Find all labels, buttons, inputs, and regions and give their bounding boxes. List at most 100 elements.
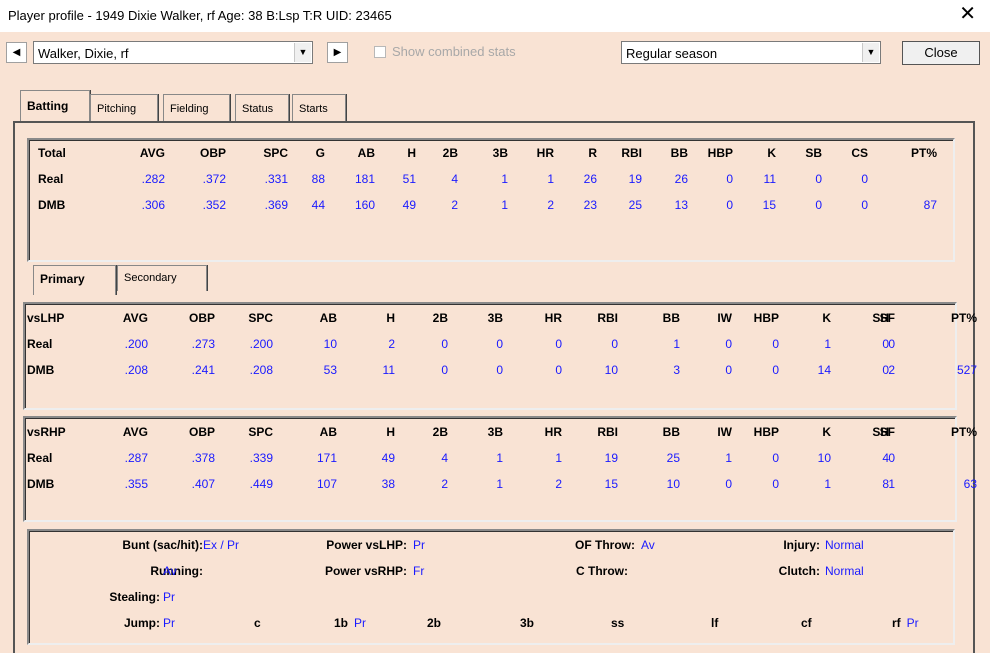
vslhp-stats-panel	[23, 302, 957, 410]
column-header: K	[822, 425, 831, 439]
stat-cell: .282	[141, 172, 165, 186]
column-header: SF	[879, 311, 895, 325]
stat-cell: 0	[441, 363, 448, 377]
column-header: HBP	[707, 146, 733, 160]
column-header: PT%	[950, 425, 977, 439]
column-header: 2B	[432, 311, 448, 325]
rating-power-rhp: Power vsRHP:	[325, 564, 407, 578]
stat-cell: 0	[882, 337, 889, 351]
arrow-left-icon: ◀	[12, 47, 21, 58]
rating-jump-value: Pr	[163, 616, 175, 630]
stat-cell: 2	[888, 363, 895, 377]
stat-cell: 1	[725, 451, 732, 465]
player-select-value: Walker, Dixie, rf	[38, 46, 129, 61]
stat-cell: 171	[316, 451, 337, 465]
stat-cell: 19	[604, 451, 618, 465]
rating-clutch-value: Normal	[825, 564, 864, 578]
rating-value: Av	[641, 538, 655, 552]
rating-power-lhp-value: Pr	[413, 538, 425, 552]
row-label: Real	[38, 172, 64, 186]
prev-player-button[interactable]: ◀	[6, 42, 27, 63]
vsrhp-stats-panel	[23, 416, 957, 522]
column-header: H	[407, 146, 416, 160]
stat-cell: 1	[501, 198, 508, 212]
row-label: Real	[27, 337, 53, 351]
column-header: OBP	[188, 311, 215, 325]
rating-stealing-value: Pr	[163, 590, 175, 604]
tab-fielding[interactable]: Fielding	[163, 94, 230, 122]
rating-label: Clutch:	[778, 564, 820, 578]
tab-batting[interactable]: Batting	[20, 90, 90, 122]
row-label: Real	[27, 451, 53, 465]
stat-cell: 0	[888, 451, 895, 465]
rating-power-rhp-value: Fr	[413, 564, 424, 578]
season-select-value: Regular season	[626, 46, 718, 61]
column-header: BB	[662, 311, 680, 325]
position-rf: rf Pr	[892, 616, 919, 630]
show-combined-checkbox[interactable]: Show combined stats	[374, 44, 516, 59]
stat-cell: 1	[824, 477, 831, 491]
rating-label: C Throw:	[576, 564, 628, 578]
position-value: Pr	[906, 616, 919, 630]
column-header: 2B	[442, 146, 458, 160]
column-header: SPC	[263, 146, 288, 160]
position-lf: lf	[711, 616, 718, 630]
rating-label: Running:	[150, 564, 203, 578]
subtab-secondary[interactable]: Secondary	[117, 265, 207, 291]
chevron-down-icon[interactable]: ▼	[294, 43, 311, 62]
window-close-icon[interactable]: ✕	[959, 3, 976, 25]
stat-cell: .339	[249, 451, 273, 465]
tab-starts[interactable]: Starts	[292, 94, 346, 122]
close-button[interactable]: Close	[902, 41, 980, 65]
title-bar: Player profile - 1949 Dixie Walker, rf A…	[0, 0, 990, 32]
player-select[interactable]: Walker, Dixie, rf ▼	[33, 41, 313, 64]
rating-value: Pr	[413, 538, 425, 552]
checkbox-icon[interactable]	[374, 46, 386, 58]
stat-cell: 0	[726, 172, 733, 186]
column-header: RBI	[597, 425, 618, 439]
subtab-primary[interactable]: Primary	[33, 265, 116, 295]
chevron-down-icon[interactable]: ▼	[862, 43, 879, 62]
stat-cell: 51	[402, 172, 416, 186]
column-header: vsLHP	[27, 311, 65, 325]
column-header: AB	[357, 146, 375, 160]
show-combined-label: Show combined stats	[392, 44, 516, 59]
stat-cell: 2	[555, 477, 562, 491]
rating-injury-value: Normal	[825, 538, 864, 552]
stat-cell: .372	[202, 172, 226, 186]
position-label: c	[254, 616, 261, 630]
column-header: K	[767, 146, 776, 160]
stat-cell: 4	[882, 451, 889, 465]
stat-cell: 181	[354, 172, 375, 186]
next-player-button[interactable]: ▶	[327, 42, 348, 63]
stat-cell: 10	[666, 477, 680, 491]
season-select[interactable]: Regular season ▼	[621, 41, 881, 64]
stat-cell: 26	[583, 172, 597, 186]
stat-cell: 1	[496, 451, 503, 465]
row-label: DMB	[38, 198, 66, 212]
rating-running: Running:	[150, 564, 203, 578]
stat-cell: 0	[725, 363, 732, 377]
window-title: Player profile - 1949 Dixie Walker, rf A…	[8, 8, 392, 23]
position-cf: cf	[801, 616, 812, 630]
stat-cell: 0	[496, 363, 503, 377]
rating-label: Power vsRHP:	[324, 564, 407, 578]
stat-cell: 0	[725, 477, 732, 491]
stat-cell: 15	[762, 198, 776, 212]
column-header: AB	[319, 425, 337, 439]
stat-cell: 0	[441, 337, 448, 351]
rating-value: Pr	[163, 616, 175, 630]
position-c: c	[254, 616, 261, 630]
stat-cell: .208	[124, 363, 148, 377]
stat-cell: 527	[956, 363, 977, 377]
tab-status[interactable]: Status	[235, 94, 289, 122]
tab-pitching[interactable]: Pitching	[90, 94, 158, 122]
rating-bunt-value: Ex / Pr	[203, 538, 239, 552]
rating-label: Power vsLHP:	[326, 538, 407, 552]
stat-cell: 0	[772, 451, 779, 465]
stat-cell: .287	[124, 451, 148, 465]
stat-cell: 0	[555, 363, 562, 377]
rating-label: Stealing:	[109, 590, 160, 604]
position-ss: ss	[611, 616, 624, 630]
rating-value: Ex / Pr	[203, 538, 240, 552]
